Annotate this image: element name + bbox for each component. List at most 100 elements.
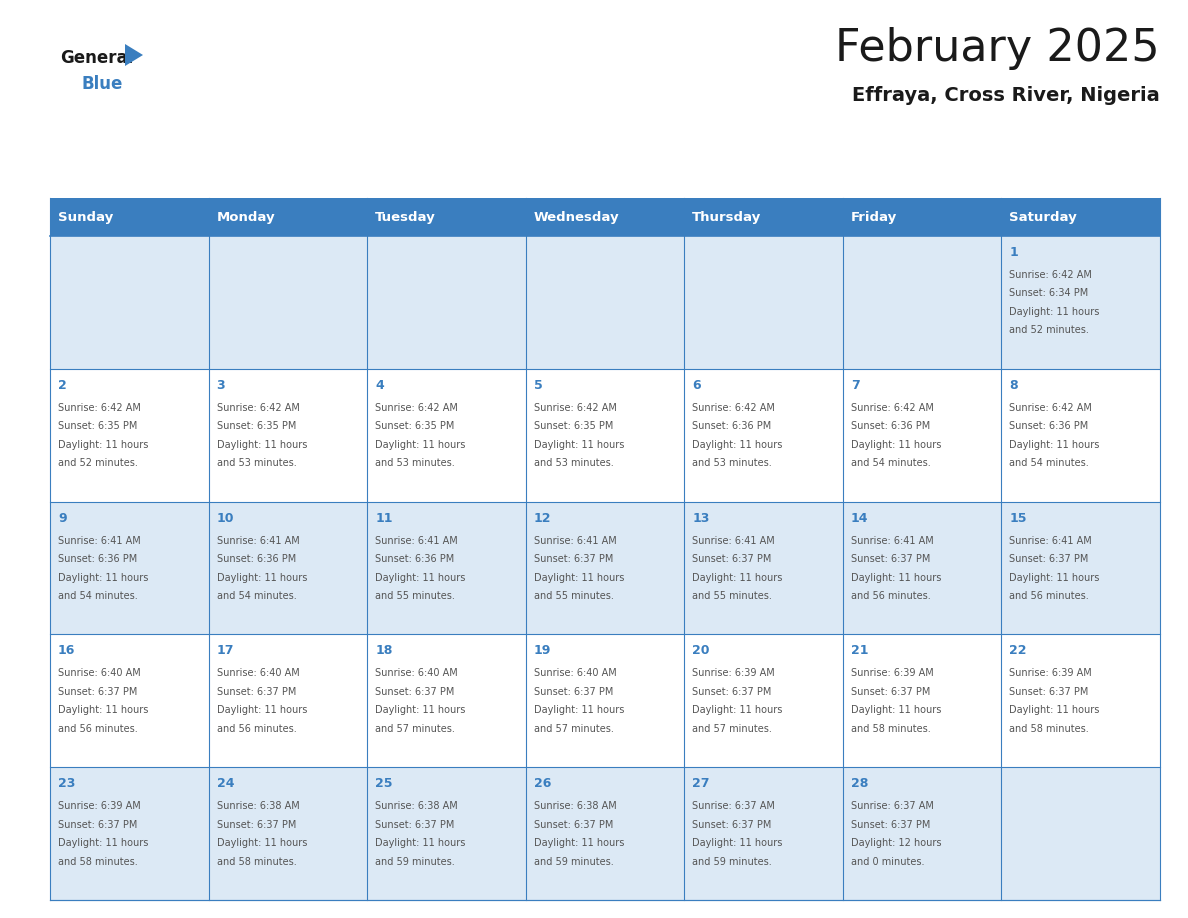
Text: Sunset: 6:37 PM: Sunset: 6:37 PM bbox=[851, 820, 930, 830]
Text: Sunrise: 6:40 AM: Sunrise: 6:40 AM bbox=[375, 668, 457, 678]
Text: 1: 1 bbox=[1010, 246, 1018, 259]
Text: Sunrise: 6:42 AM: Sunrise: 6:42 AM bbox=[216, 403, 299, 413]
Text: and 58 minutes.: and 58 minutes. bbox=[216, 856, 296, 867]
Text: February 2025: February 2025 bbox=[835, 27, 1159, 70]
Text: 26: 26 bbox=[533, 778, 551, 790]
Text: Sunrise: 6:39 AM: Sunrise: 6:39 AM bbox=[693, 668, 775, 678]
Text: 11: 11 bbox=[375, 511, 393, 524]
Text: Sunset: 6:37 PM: Sunset: 6:37 PM bbox=[216, 687, 296, 697]
Text: Daylight: 11 hours: Daylight: 11 hours bbox=[851, 440, 941, 450]
Text: Tuesday: Tuesday bbox=[375, 210, 436, 223]
Text: Sunset: 6:37 PM: Sunset: 6:37 PM bbox=[851, 554, 930, 564]
Text: 19: 19 bbox=[533, 644, 551, 657]
Text: and 54 minutes.: and 54 minutes. bbox=[216, 591, 296, 601]
Text: Sunset: 6:37 PM: Sunset: 6:37 PM bbox=[533, 554, 613, 564]
Text: 20: 20 bbox=[693, 644, 709, 657]
Text: Sunset: 6:36 PM: Sunset: 6:36 PM bbox=[851, 421, 930, 431]
Text: Daylight: 11 hours: Daylight: 11 hours bbox=[693, 573, 783, 583]
Text: 22: 22 bbox=[1010, 644, 1026, 657]
Text: 3: 3 bbox=[216, 379, 226, 392]
Text: Sunrise: 6:38 AM: Sunrise: 6:38 AM bbox=[375, 801, 457, 812]
Text: Sunrise: 6:40 AM: Sunrise: 6:40 AM bbox=[533, 668, 617, 678]
Text: Sunrise: 6:39 AM: Sunrise: 6:39 AM bbox=[851, 668, 934, 678]
Bar bbox=[1001, 198, 1159, 236]
Text: and 59 minutes.: and 59 minutes. bbox=[533, 856, 613, 867]
Text: Blue: Blue bbox=[82, 75, 124, 93]
Text: and 54 minutes.: and 54 minutes. bbox=[58, 591, 138, 601]
Text: and 53 minutes.: and 53 minutes. bbox=[375, 458, 455, 468]
Text: 23: 23 bbox=[58, 778, 75, 790]
Text: Sunset: 6:37 PM: Sunset: 6:37 PM bbox=[58, 687, 138, 697]
Bar bbox=[526, 198, 684, 236]
Text: Sunset: 6:36 PM: Sunset: 6:36 PM bbox=[216, 554, 296, 564]
Text: and 52 minutes.: and 52 minutes. bbox=[1010, 326, 1089, 335]
Text: Daylight: 11 hours: Daylight: 11 hours bbox=[216, 705, 307, 715]
Text: Sunrise: 6:42 AM: Sunrise: 6:42 AM bbox=[375, 403, 459, 413]
Text: and 58 minutes.: and 58 minutes. bbox=[58, 856, 138, 867]
Text: Sunrise: 6:41 AM: Sunrise: 6:41 AM bbox=[851, 535, 934, 545]
Text: 27: 27 bbox=[693, 778, 709, 790]
Text: Daylight: 11 hours: Daylight: 11 hours bbox=[375, 705, 466, 715]
Bar bbox=[50, 767, 1159, 900]
Text: Daylight: 11 hours: Daylight: 11 hours bbox=[851, 705, 941, 715]
Text: and 56 minutes.: and 56 minutes. bbox=[851, 591, 930, 601]
Text: Sunset: 6:36 PM: Sunset: 6:36 PM bbox=[58, 554, 138, 564]
Text: Daylight: 11 hours: Daylight: 11 hours bbox=[1010, 705, 1100, 715]
Bar bbox=[50, 634, 1159, 767]
Text: Sunset: 6:34 PM: Sunset: 6:34 PM bbox=[1010, 288, 1088, 298]
Text: 14: 14 bbox=[851, 511, 868, 524]
Text: Sunrise: 6:42 AM: Sunrise: 6:42 AM bbox=[1010, 270, 1092, 280]
Text: 24: 24 bbox=[216, 778, 234, 790]
Text: Sunrise: 6:41 AM: Sunrise: 6:41 AM bbox=[375, 535, 457, 545]
Text: 13: 13 bbox=[693, 511, 709, 524]
Text: and 58 minutes.: and 58 minutes. bbox=[851, 724, 930, 733]
Text: Daylight: 11 hours: Daylight: 11 hours bbox=[375, 440, 466, 450]
Text: Sunrise: 6:41 AM: Sunrise: 6:41 AM bbox=[216, 535, 299, 545]
Text: 9: 9 bbox=[58, 511, 67, 524]
Text: Sunrise: 6:42 AM: Sunrise: 6:42 AM bbox=[58, 403, 141, 413]
Text: Sunrise: 6:41 AM: Sunrise: 6:41 AM bbox=[58, 535, 140, 545]
Text: Sunset: 6:35 PM: Sunset: 6:35 PM bbox=[375, 421, 455, 431]
Text: Effraya, Cross River, Nigeria: Effraya, Cross River, Nigeria bbox=[852, 86, 1159, 106]
Text: and 0 minutes.: and 0 minutes. bbox=[851, 856, 924, 867]
Text: 25: 25 bbox=[375, 778, 393, 790]
Text: and 52 minutes.: and 52 minutes. bbox=[58, 458, 138, 468]
Text: Sunset: 6:35 PM: Sunset: 6:35 PM bbox=[216, 421, 296, 431]
Text: Sunset: 6:36 PM: Sunset: 6:36 PM bbox=[375, 554, 454, 564]
Text: Sunrise: 6:37 AM: Sunrise: 6:37 AM bbox=[851, 801, 934, 812]
Text: Sunrise: 6:41 AM: Sunrise: 6:41 AM bbox=[1010, 535, 1092, 545]
Text: Daylight: 11 hours: Daylight: 11 hours bbox=[1010, 440, 1100, 450]
Text: Daylight: 11 hours: Daylight: 11 hours bbox=[58, 440, 148, 450]
Text: and 53 minutes.: and 53 minutes. bbox=[216, 458, 296, 468]
Text: and 59 minutes.: and 59 minutes. bbox=[693, 856, 772, 867]
Text: Daylight: 11 hours: Daylight: 11 hours bbox=[1010, 573, 1100, 583]
Text: Daylight: 11 hours: Daylight: 11 hours bbox=[533, 440, 624, 450]
Bar bbox=[684, 198, 842, 236]
Text: Daylight: 12 hours: Daylight: 12 hours bbox=[851, 838, 941, 848]
Text: Daylight: 11 hours: Daylight: 11 hours bbox=[693, 440, 783, 450]
Text: 18: 18 bbox=[375, 644, 392, 657]
Text: and 57 minutes.: and 57 minutes. bbox=[693, 724, 772, 733]
Text: 5: 5 bbox=[533, 379, 543, 392]
Text: Sunset: 6:37 PM: Sunset: 6:37 PM bbox=[58, 820, 138, 830]
Text: Sunset: 6:37 PM: Sunset: 6:37 PM bbox=[375, 820, 455, 830]
Text: and 56 minutes.: and 56 minutes. bbox=[1010, 591, 1089, 601]
Text: Sunrise: 6:39 AM: Sunrise: 6:39 AM bbox=[58, 801, 140, 812]
Text: 6: 6 bbox=[693, 379, 701, 392]
Text: and 59 minutes.: and 59 minutes. bbox=[375, 856, 455, 867]
Text: Daylight: 11 hours: Daylight: 11 hours bbox=[58, 838, 148, 848]
Text: Sunset: 6:37 PM: Sunset: 6:37 PM bbox=[375, 687, 455, 697]
Text: Sunrise: 6:42 AM: Sunrise: 6:42 AM bbox=[851, 403, 934, 413]
Text: Sunset: 6:37 PM: Sunset: 6:37 PM bbox=[1010, 554, 1089, 564]
Text: and 57 minutes.: and 57 minutes. bbox=[533, 724, 613, 733]
Text: and 53 minutes.: and 53 minutes. bbox=[693, 458, 772, 468]
Text: Sunset: 6:37 PM: Sunset: 6:37 PM bbox=[533, 687, 613, 697]
Text: Daylight: 11 hours: Daylight: 11 hours bbox=[375, 838, 466, 848]
Text: Monday: Monday bbox=[216, 210, 276, 223]
Text: Daylight: 11 hours: Daylight: 11 hours bbox=[58, 705, 148, 715]
Text: 8: 8 bbox=[1010, 379, 1018, 392]
Text: Sunrise: 6:42 AM: Sunrise: 6:42 AM bbox=[693, 403, 775, 413]
Text: Daylight: 11 hours: Daylight: 11 hours bbox=[533, 705, 624, 715]
Text: Daylight: 11 hours: Daylight: 11 hours bbox=[375, 573, 466, 583]
Text: 4: 4 bbox=[375, 379, 384, 392]
